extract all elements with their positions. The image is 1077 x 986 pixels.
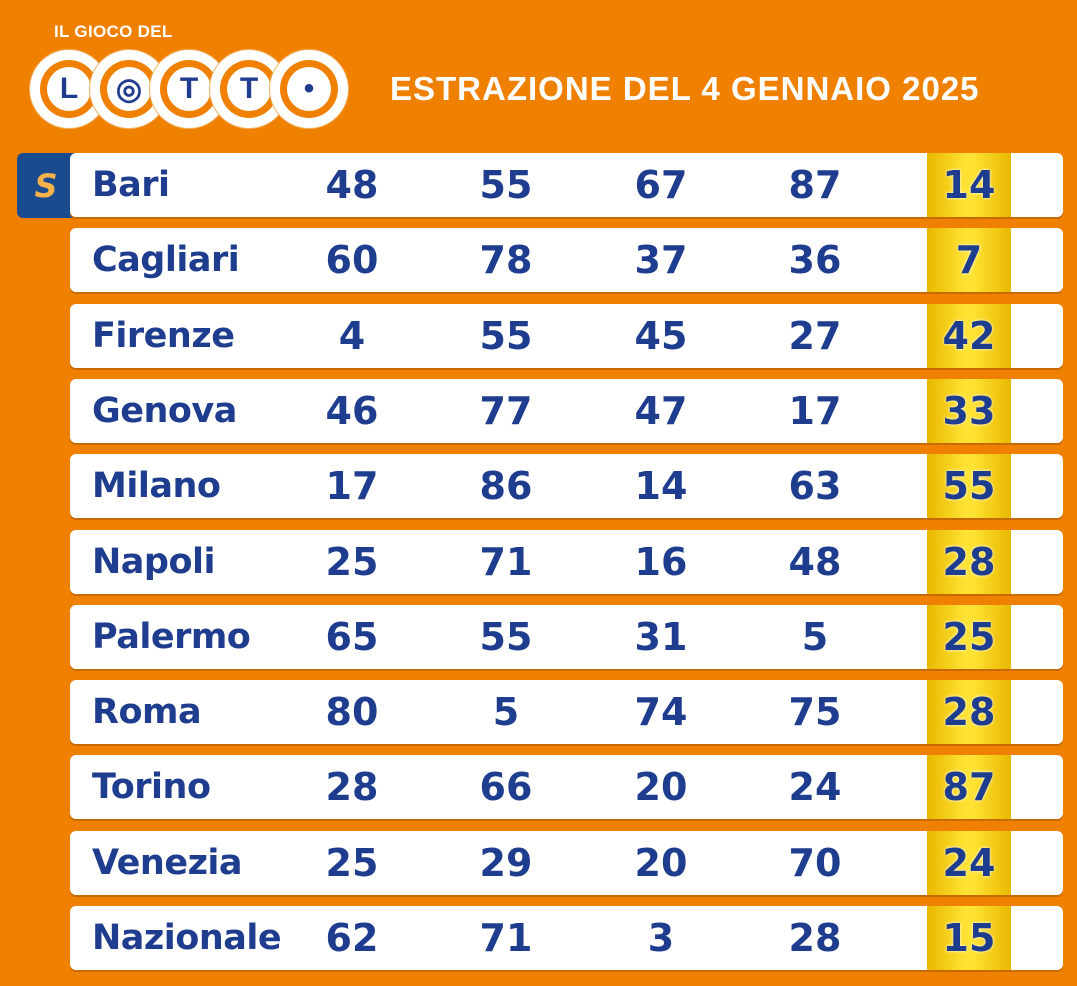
drawn-number: 67 — [634, 163, 688, 207]
drawn-number: 70 — [788, 840, 842, 885]
drawn-number: 5 — [801, 614, 829, 659]
highlighted-number: 87 — [927, 755, 1011, 820]
drawn-number: 71 — [479, 539, 533, 584]
table-row: Bari 48 55 67 87 14 — [70, 153, 1063, 217]
drawn-number: 65 — [325, 614, 379, 659]
city-name: Milano — [92, 466, 221, 507]
drawn-number: 4 — [338, 313, 366, 358]
table-row: Roma 80 5 74 75 28 — [70, 680, 1063, 745]
drawn-number: 16 — [634, 539, 688, 584]
table-row: Cagliari 60 78 37 36 7 — [70, 228, 1063, 293]
drawn-number: 25 — [325, 840, 379, 885]
highlighted-number: 33 — [927, 378, 1011, 443]
drawn-number: 63 — [788, 464, 842, 509]
drawn-number: 47 — [634, 388, 688, 433]
drawn-number: 31 — [634, 614, 688, 659]
drawn-number: 86 — [479, 464, 533, 509]
drawn-number: 87 — [788, 163, 842, 207]
city-name: Firenze — [92, 315, 235, 356]
drawn-number: 55 — [479, 614, 533, 659]
drawn-number: 20 — [634, 765, 688, 810]
highlighted-number: 15 — [927, 906, 1011, 970]
drawn-number: 60 — [325, 238, 379, 283]
drawn-number: 46 — [325, 388, 379, 433]
table-row: Milano 17 86 14 63 55 — [70, 454, 1063, 519]
drawn-number: 55 — [479, 313, 533, 358]
drawn-number: 37 — [634, 238, 688, 283]
drawn-number: 80 — [325, 690, 379, 735]
drawn-number: 48 — [788, 539, 842, 584]
lotto-logo: IL GIOCO DEL L ◎ T T • — [30, 22, 348, 128]
drawn-number: 29 — [479, 840, 533, 885]
city-name: Palermo — [92, 616, 251, 657]
city-name: Bari — [92, 165, 170, 205]
drawn-number: 55 — [479, 163, 533, 207]
drawn-number: 75 — [788, 690, 842, 735]
drawn-number: 14 — [634, 464, 688, 509]
drawn-number: 20 — [634, 840, 688, 885]
table-row: Torino 28 66 20 24 87 — [70, 755, 1063, 820]
city-name: Napoli — [92, 541, 216, 582]
drawn-number: 17 — [325, 464, 379, 509]
drawn-number: 36 — [788, 238, 842, 283]
drawn-number: 74 — [634, 690, 688, 735]
table-row: Venezia 25 29 20 70 24 — [70, 830, 1063, 895]
drawn-number: 3 — [647, 916, 675, 960]
city-name: Nazionale — [92, 918, 282, 958]
logo-ball: ◎ — [90, 50, 168, 128]
city-name: Torino — [92, 767, 211, 808]
drawn-number: 66 — [479, 765, 533, 810]
drawn-number: 71 — [479, 916, 533, 960]
highlighted-number: 14 — [927, 153, 1011, 217]
table-row: Napoli 25 71 16 48 28 — [70, 529, 1063, 594]
drawn-number: 25 — [325, 539, 379, 584]
drawn-number: 27 — [788, 313, 842, 358]
table-row: Nazionale 62 71 3 28 15 — [70, 906, 1063, 970]
drawn-number: 78 — [479, 238, 533, 283]
table-row: Genova 46 77 47 17 33 — [70, 378, 1063, 443]
drawn-number: 77 — [479, 388, 533, 433]
city-name: Roma — [92, 692, 202, 733]
table-row: Firenze 4 55 45 27 42 — [70, 303, 1063, 368]
superenalotto-s-icon: S — [17, 153, 75, 218]
drawn-number: 45 — [634, 313, 688, 358]
drawn-number: 28 — [788, 916, 842, 960]
drawn-number: 24 — [788, 765, 842, 810]
highlighted-number: 24 — [927, 830, 1011, 895]
highlighted-number: 42 — [927, 303, 1011, 368]
swirl-icon: ◎ — [107, 67, 151, 111]
drawn-number: 17 — [788, 388, 842, 433]
highlighted-number: 25 — [927, 604, 1011, 669]
highlighted-number: 28 — [927, 529, 1011, 594]
highlighted-number: 28 — [927, 680, 1011, 745]
city-name: Venezia — [92, 842, 243, 883]
drawn-number: 5 — [492, 690, 520, 735]
draw-title: ESTRAZIONE DEL 4 GENNAIO 2025 — [390, 70, 980, 107]
drawn-number: 28 — [325, 765, 379, 810]
logo-tagline: IL GIOCO DEL — [54, 22, 173, 41]
city-name: Cagliari — [92, 240, 240, 281]
table-row: Palermo 65 55 31 5 25 — [70, 604, 1063, 669]
highlighted-number: 7 — [927, 228, 1011, 293]
logo-balls: L ◎ T T • — [30, 50, 348, 132]
city-name: Genova — [92, 390, 237, 431]
drawn-number: 48 — [325, 163, 379, 207]
highlighted-number: 55 — [927, 454, 1011, 519]
logo-ball: • — [270, 50, 348, 128]
dot-icon: • — [287, 67, 331, 111]
drawn-number: 62 — [325, 916, 379, 960]
